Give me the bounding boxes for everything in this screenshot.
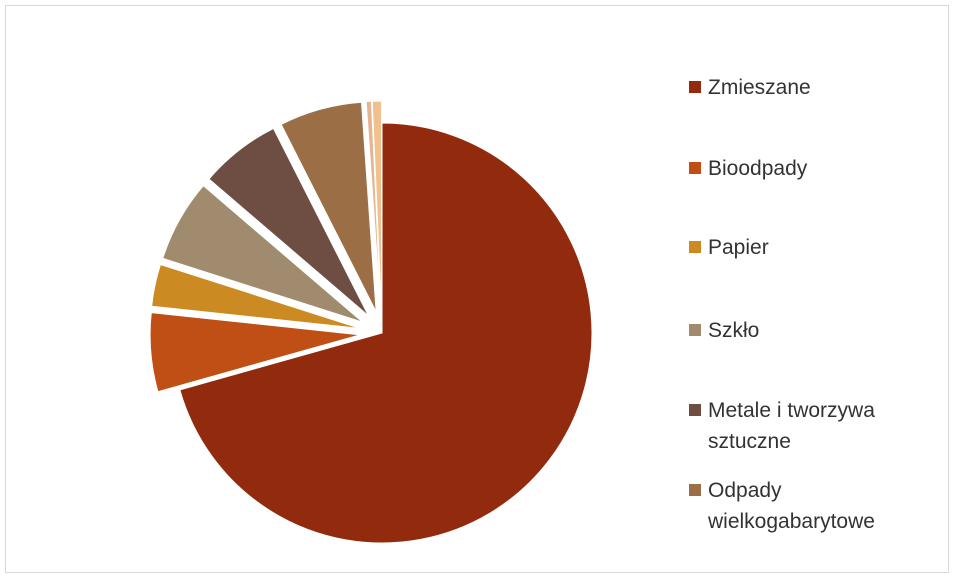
legend-label: Metale i tworzywa sztuczne xyxy=(708,399,875,453)
legend-swatch xyxy=(689,162,701,174)
legend-swatch xyxy=(689,404,701,416)
chart-area: Zmieszane Bioodpady Papier Szkło Metale … xyxy=(5,5,949,573)
legend-item-szklo: Szkło xyxy=(689,315,949,346)
legend-label: Papier xyxy=(708,236,769,259)
legend-swatch xyxy=(689,484,701,496)
legend-item-papier: Papier xyxy=(689,232,949,263)
pie-slice-5 xyxy=(208,127,369,317)
legend-item-odpady: Odpady wielkogabarytowe xyxy=(689,475,949,537)
legend-label: Bioodpady xyxy=(708,157,808,180)
legend-item-zmieszane: Zmieszane xyxy=(689,72,949,103)
legend-swatch xyxy=(689,241,701,253)
legend-label: Odpady wielkogabarytowe xyxy=(708,479,875,533)
pie-slice-2 xyxy=(149,312,361,393)
legend-item-metale: Metale i tworzywa sztuczne xyxy=(689,395,949,457)
legend-item-bioodpady: Bioodpady xyxy=(689,153,949,184)
legend-label: Szkło xyxy=(708,319,760,342)
pie-slice-8 xyxy=(371,100,383,312)
legend-swatch xyxy=(689,81,701,93)
legend-swatch xyxy=(689,324,701,336)
pie-slice-6 xyxy=(280,101,377,313)
pie-slice-3 xyxy=(151,263,361,329)
pie-slice-1 xyxy=(179,122,593,544)
pie-slice-4 xyxy=(162,184,364,323)
pie-slice-7 xyxy=(365,100,382,312)
legend-label: Zmieszane xyxy=(708,76,811,99)
pie-chart xyxy=(149,100,593,544)
